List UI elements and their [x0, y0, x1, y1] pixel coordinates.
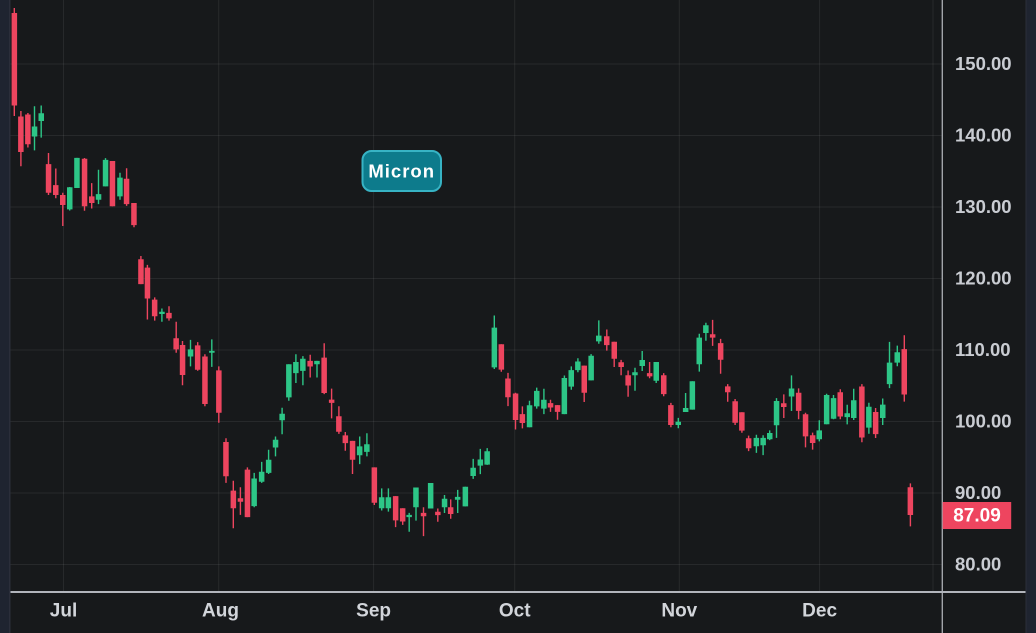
svg-text:100.00: 100.00 [955, 411, 1012, 432]
svg-text:140.00: 140.00 [955, 125, 1012, 146]
svg-text:150.00: 150.00 [955, 53, 1012, 74]
svg-text:Micron: Micron [368, 161, 435, 182]
svg-text:Aug: Aug [202, 601, 239, 622]
svg-text:130.00: 130.00 [955, 196, 1012, 217]
svg-text:80.00: 80.00 [955, 554, 1001, 575]
svg-text:Nov: Nov [661, 601, 697, 622]
svg-text:87.09: 87.09 [953, 506, 1001, 527]
svg-text:Dec: Dec [802, 601, 837, 622]
svg-text:Jul: Jul [50, 601, 77, 622]
svg-text:Oct: Oct [499, 601, 531, 622]
svg-text:110.00: 110.00 [955, 339, 1011, 360]
svg-text:90.00: 90.00 [955, 482, 1001, 503]
svg-text:Sep: Sep [356, 601, 391, 622]
svg-text:120.00: 120.00 [955, 268, 1012, 289]
